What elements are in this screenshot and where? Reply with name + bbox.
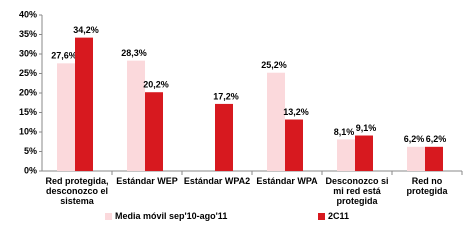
y-tick-label: 0% <box>24 165 37 175</box>
x-tick-label: Desconozco si mi red está protegida <box>325 176 389 206</box>
legend-swatch <box>105 213 112 220</box>
value-label: 34,2% <box>73 25 99 35</box>
bar <box>337 139 355 171</box>
y-tick-label: 35% <box>19 29 37 39</box>
bar <box>425 146 443 171</box>
legend-label: 2C11 <box>328 211 350 221</box>
bar <box>267 72 285 171</box>
y-tick-label: 30% <box>19 48 37 58</box>
y-tick-label: 20% <box>19 87 37 97</box>
bar <box>75 37 93 172</box>
y-tick-label: 10% <box>19 126 37 136</box>
value-label: 25,2% <box>261 60 287 70</box>
y-tick-label: 25% <box>19 68 37 78</box>
value-label: 28,3% <box>121 48 147 58</box>
value-label: 13,2% <box>283 107 309 117</box>
x-tick-label: Red no protegida <box>406 176 448 196</box>
legend-label: Media móvil sep'10-ago'11 <box>115 211 228 221</box>
bar <box>215 103 233 171</box>
bar <box>127 60 145 171</box>
y-tick-label: 5% <box>24 146 37 156</box>
x-tick-label: Red protegida, desconozco el sistema <box>45 176 109 206</box>
value-label: 6,2% <box>426 134 447 144</box>
x-tick-label: Estándar WPA2 <box>183 176 251 186</box>
x-tick-label: Estándar WEP <box>116 176 178 186</box>
y-tick-label: 40% <box>19 9 37 19</box>
x-tick-label: Estándar WPA <box>256 176 318 186</box>
bar <box>57 63 75 171</box>
bar <box>285 119 303 171</box>
value-label: 20,2% <box>143 80 169 90</box>
value-label: 17,2% <box>213 91 239 101</box>
value-label: 9,1% <box>356 123 377 133</box>
value-label: 6,2% <box>404 134 425 144</box>
y-tick-label: 15% <box>19 107 37 117</box>
chart-svg: 0% 5% 10% 15% 20% 25% 30% 35% 40% 27,6% 34,2% 28,3%… <box>19 9 463 220</box>
legend-swatch <box>318 213 325 220</box>
bar <box>407 146 425 171</box>
chart: 0% 5% 10% 15% 20% 25% 30% 35% 40% 27,6% 34,2% 28,3%… <box>19 9 463 221</box>
value-label: 27,6% <box>51 51 77 61</box>
bar <box>145 92 163 171</box>
value-label: 8,1% <box>334 127 355 137</box>
bar <box>355 135 373 171</box>
